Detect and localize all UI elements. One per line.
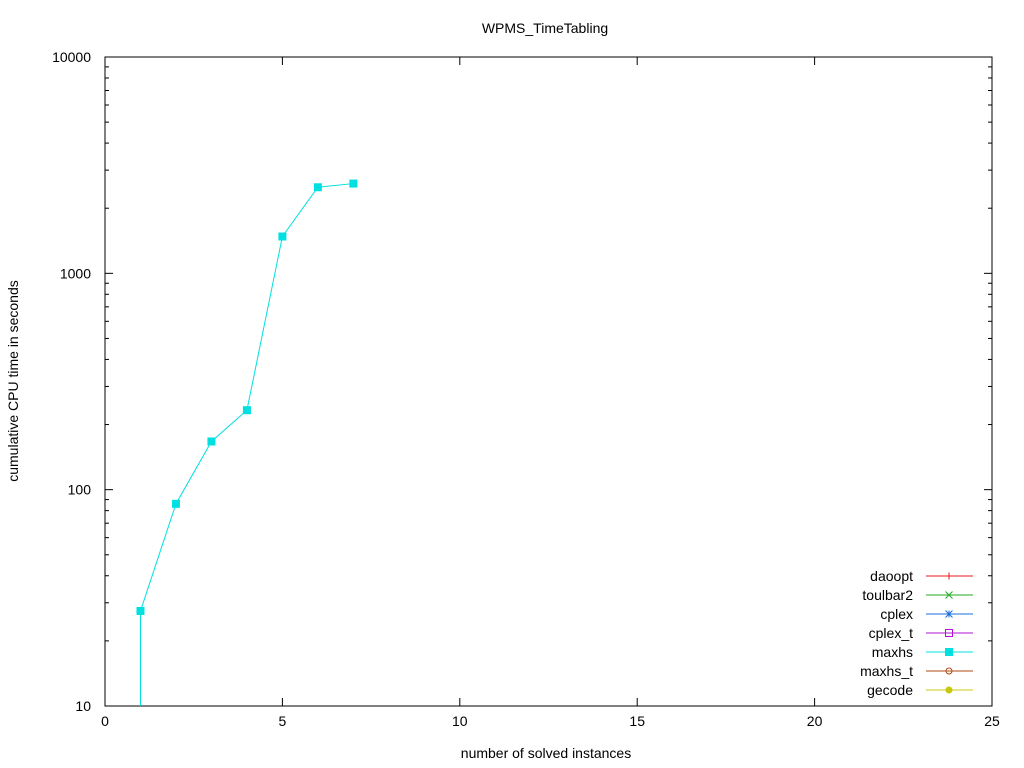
x-tick-label: 0	[101, 713, 109, 729]
legend-label: gecode	[867, 682, 913, 698]
legend-marker	[945, 667, 953, 675]
legend-label: cplex	[880, 606, 913, 622]
y-tick-label: 100	[68, 482, 92, 498]
x-axis-label: number of solved instances	[461, 745, 631, 761]
legend-marker	[945, 629, 953, 637]
legend-label: maxhs	[872, 644, 913, 660]
data-point	[349, 179, 358, 188]
legend-marker	[945, 591, 953, 599]
legend-marker	[945, 648, 953, 656]
chart-title: WPMS_TimeTabling	[482, 20, 608, 36]
x-tick-label: 10	[452, 713, 468, 729]
data-point	[242, 406, 251, 415]
x-tick-label: 25	[984, 713, 1000, 729]
legend-marker	[945, 686, 953, 694]
data-point	[313, 183, 322, 192]
y-tick-label: 1000	[60, 265, 91, 281]
data-point	[207, 437, 216, 446]
series-maxhs	[136, 179, 358, 706]
x-tick-label: 15	[629, 713, 645, 729]
y-axis-label: cumulative CPU time in seconds	[5, 280, 21, 482]
data-point	[136, 606, 145, 615]
plot-frame	[104, 56, 993, 707]
y-tick-label: 10000	[52, 49, 91, 65]
data-point	[171, 499, 180, 508]
y-tick-label: 10	[75, 698, 91, 714]
legend-label: cplex_t	[869, 625, 913, 641]
legend-label: maxhs_t	[860, 663, 913, 679]
legend-marker	[945, 610, 953, 618]
x-tick-label: 5	[279, 713, 287, 729]
series-line-maxhs	[139, 183, 354, 706]
legend-marker	[945, 572, 953, 580]
x-tick-label: 20	[807, 713, 823, 729]
legend-label: daoopt	[870, 568, 913, 584]
data-point	[278, 232, 287, 241]
legend-label: toulbar2	[862, 587, 913, 603]
